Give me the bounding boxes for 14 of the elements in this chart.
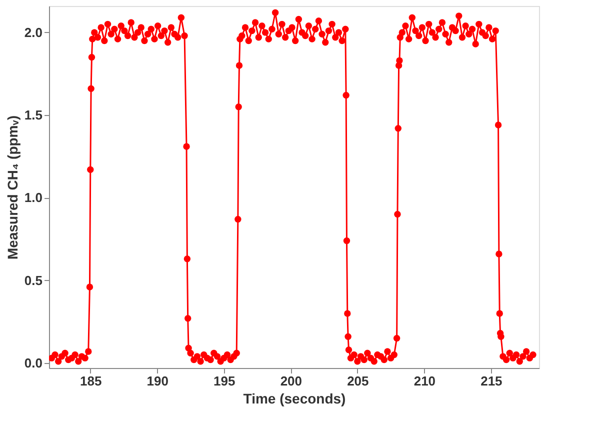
x-tick-label: 190 — [146, 374, 168, 388]
y-tick-label: 1.5 — [24, 108, 42, 123]
y-tick-label: 1.0 — [24, 190, 42, 206]
y-tick-label: 0.5 — [24, 272, 42, 288]
x-tick-label: 200 — [280, 374, 302, 388]
x-tick-label: 195 — [214, 374, 236, 388]
x-tick-label: 210 — [414, 374, 436, 388]
x-tick-label: 205 — [347, 374, 369, 388]
x-tick-label: 215 — [480, 374, 502, 388]
y-axis-title: Measured CH₄ (ppmᵥ) — [4, 116, 20, 260]
x-axis-title: Time (seconds) — [243, 390, 346, 406]
x-tick-label: 185 — [80, 374, 102, 388]
y-tick-label: 2.0 — [24, 24, 42, 40]
y-tick-label: 0.0 — [24, 356, 42, 371]
